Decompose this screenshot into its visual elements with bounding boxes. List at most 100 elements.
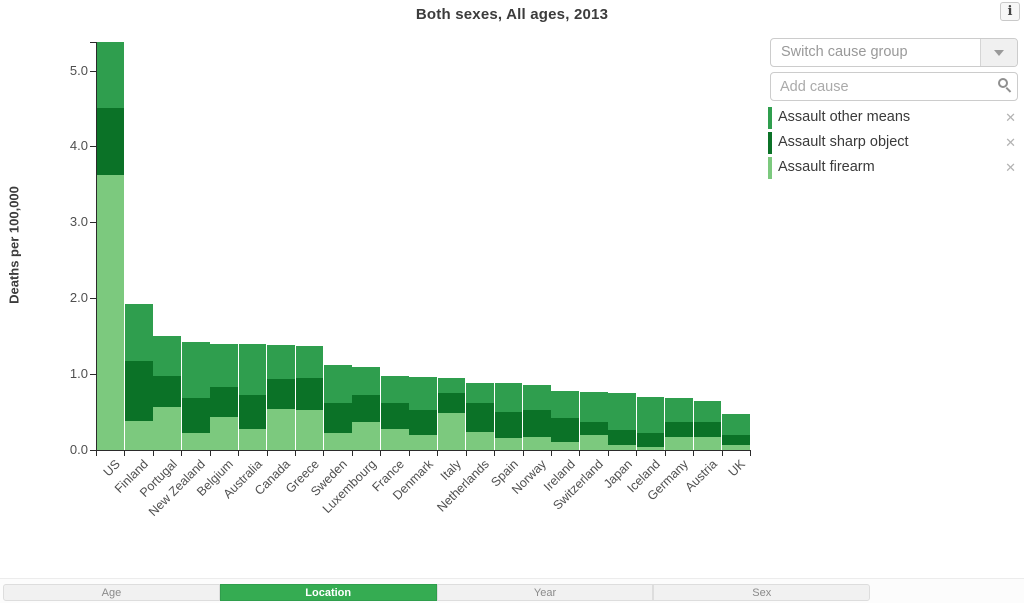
x-tick <box>721 450 723 456</box>
tab-age[interactable]: Age <box>3 584 220 601</box>
bar-segment-assault-sharp-object[interactable] <box>96 108 125 176</box>
bar-segment-assault-sharp-object[interactable] <box>409 409 438 435</box>
bar-segment-assault-other-means[interactable] <box>153 336 182 377</box>
legend-color-swatch <box>768 157 772 179</box>
bar-segment-assault-firearm[interactable] <box>608 444 637 450</box>
bar-segment-assault-firearm[interactable] <box>494 437 523 450</box>
bar-segment-assault-firearm[interactable] <box>153 406 182 450</box>
bar-segment-assault-other-means[interactable] <box>267 345 295 380</box>
bar-segment-assault-sharp-object[interactable] <box>267 379 295 409</box>
bar-segment-assault-sharp-object[interactable] <box>665 421 693 438</box>
remove-cause-icon[interactable]: ✕ <box>1005 135 1016 150</box>
y-axis-title: Deaths per 100,000 <box>6 186 22 304</box>
bar-segment-assault-sharp-object[interactable] <box>551 418 580 442</box>
bar-segment-assault-other-means[interactable] <box>466 383 494 403</box>
bar-segment-assault-other-means[interactable] <box>579 392 608 422</box>
bar-segment-assault-sharp-object[interactable] <box>722 434 750 445</box>
bar-segment-assault-sharp-object[interactable] <box>124 361 153 422</box>
bar-segment-assault-sharp-object[interactable] <box>466 402 494 432</box>
y-tick-label: 0.0 <box>69 442 88 457</box>
bar-segment-assault-firearm[interactable] <box>523 437 551 450</box>
info-button[interactable]: i <box>1000 2 1020 21</box>
bar-segment-assault-sharp-object[interactable] <box>153 376 182 407</box>
bar-segment-assault-other-means[interactable] <box>551 390 580 419</box>
x-tick <box>96 450 97 456</box>
bar-segment-assault-sharp-object[interactable] <box>636 433 665 447</box>
bar-segment-assault-sharp-object[interactable] <box>352 394 381 422</box>
bar-segment-assault-other-means[interactable] <box>352 367 381 395</box>
bar-segment-assault-other-means[interactable] <box>437 377 466 394</box>
bar-segment-assault-firearm[interactable] <box>437 412 466 450</box>
bar-segment-assault-sharp-object[interactable] <box>579 421 608 435</box>
bar-segment-assault-sharp-object[interactable] <box>494 412 523 438</box>
bar-segment-assault-other-means[interactable] <box>238 344 267 395</box>
bar-segment-assault-other-means[interactable] <box>210 343 238 387</box>
footer-toolbar: Age Location Year Sex <box>0 578 1024 603</box>
y-tick <box>89 374 96 376</box>
bar-segment-assault-sharp-object[interactable] <box>523 409 551 438</box>
bar-segment-assault-firearm[interactable] <box>238 428 267 450</box>
bar-segment-assault-sharp-object[interactable] <box>323 402 352 434</box>
bar-segment-assault-other-means[interactable] <box>96 42 125 109</box>
info-icon: i <box>1007 4 1013 19</box>
bar-segment-assault-sharp-object[interactable] <box>238 394 267 429</box>
bar-segment-assault-sharp-object[interactable] <box>210 387 238 418</box>
x-tick <box>323 450 325 456</box>
bar-segment-assault-other-means[interactable] <box>636 396 665 434</box>
bar-segment-assault-firearm[interactable] <box>352 421 381 450</box>
bar-segment-assault-firearm[interactable] <box>181 433 210 450</box>
remove-cause-icon[interactable]: ✕ <box>1005 160 1016 175</box>
bar-segment-assault-other-means[interactable] <box>295 346 324 378</box>
bar-segment-assault-firearm[interactable] <box>636 446 665 450</box>
tab-sex[interactable]: Sex <box>653 584 871 601</box>
cause-legend: Assault other means ✕ Assault sharp object… <box>768 106 1020 181</box>
bar-segment-assault-sharp-object[interactable] <box>693 421 722 438</box>
bar-segment-assault-firearm[interactable] <box>722 444 750 450</box>
x-axis <box>95 450 751 451</box>
select-dropdown-button[interactable] <box>980 39 1017 66</box>
legend-row: Assault sharp object ✕ <box>768 131 1020 156</box>
x-tick <box>408 450 410 456</box>
bar-segment-assault-sharp-object[interactable] <box>608 430 637 445</box>
x-tick <box>693 450 695 456</box>
x-tick <box>380 450 382 456</box>
x-tick <box>550 450 552 456</box>
remove-cause-icon[interactable]: ✕ <box>1005 110 1016 125</box>
bar-segment-assault-other-means[interactable] <box>323 364 352 403</box>
bar-segment-assault-firearm[interactable] <box>579 434 608 450</box>
bar-segment-assault-other-means[interactable] <box>693 400 722 422</box>
bar-segment-assault-firearm[interactable] <box>295 409 324 450</box>
bar-segment-assault-firearm[interactable] <box>409 434 438 450</box>
bar-segment-assault-other-means[interactable] <box>380 375 409 403</box>
bar-segment-assault-firearm[interactable] <box>210 417 238 450</box>
bar-segment-assault-sharp-object[interactable] <box>437 393 466 413</box>
bar-segment-assault-other-means[interactable] <box>665 398 693 422</box>
bar-segment-assault-sharp-object[interactable] <box>380 402 409 429</box>
bar-segment-assault-other-means[interactable] <box>608 393 637 431</box>
add-cause-input[interactable] <box>770 72 1018 101</box>
x-tick <box>437 450 439 456</box>
bar-segment-assault-other-means[interactable] <box>124 304 153 362</box>
bar-segment-assault-other-means[interactable] <box>494 383 523 413</box>
bar-segment-assault-other-means[interactable] <box>722 413 750 435</box>
bar-segment-assault-firearm[interactable] <box>380 428 409 450</box>
switch-cause-group-select[interactable]: Switch cause group <box>770 38 1018 67</box>
bar-segment-assault-other-means[interactable] <box>181 342 210 399</box>
bar-segment-assault-firearm[interactable] <box>466 431 494 450</box>
x-tick <box>494 450 496 456</box>
y-tick <box>89 450 96 451</box>
bar-segment-assault-firearm[interactable] <box>665 437 693 450</box>
bar-segment-assault-other-means[interactable] <box>409 377 438 410</box>
x-tick <box>181 450 183 456</box>
bar-segment-assault-other-means[interactable] <box>523 385 551 410</box>
tab-location[interactable]: Location <box>219 584 437 601</box>
bar-segment-assault-firearm[interactable] <box>124 421 153 450</box>
bar-segment-assault-firearm[interactable] <box>693 437 722 450</box>
bar-segment-assault-sharp-object[interactable] <box>295 377 324 410</box>
bar-segment-assault-firearm[interactable] <box>267 409 295 450</box>
bar-segment-assault-sharp-object[interactable] <box>181 398 210 434</box>
tab-year[interactable]: Year <box>436 584 654 601</box>
bar-segment-assault-firearm[interactable] <box>551 441 580 450</box>
bar-segment-assault-firearm[interactable] <box>96 175 125 450</box>
bar-segment-assault-firearm[interactable] <box>323 433 352 450</box>
